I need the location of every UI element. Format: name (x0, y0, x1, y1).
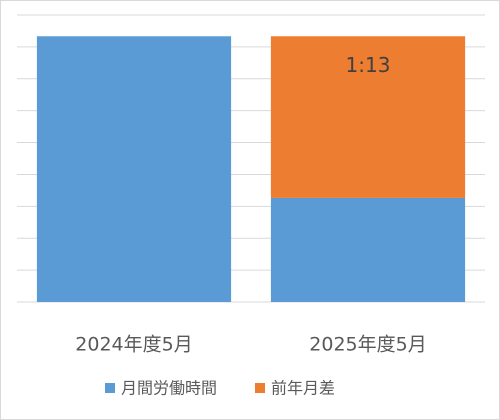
bar-segment (270, 36, 466, 198)
legend-label: 月間労働時間 (121, 379, 217, 398)
legend-swatch (105, 383, 115, 393)
legend-swatch (255, 383, 265, 393)
bar-segment (36, 36, 232, 303)
x-tick-label: 2024年度5月 (75, 334, 192, 356)
x-tick-label: 2025年度5月 (309, 334, 426, 356)
data-label: 1:13 (346, 53, 391, 77)
bar-segment (270, 197, 466, 302)
legend-label: 前年月差 (271, 379, 335, 398)
